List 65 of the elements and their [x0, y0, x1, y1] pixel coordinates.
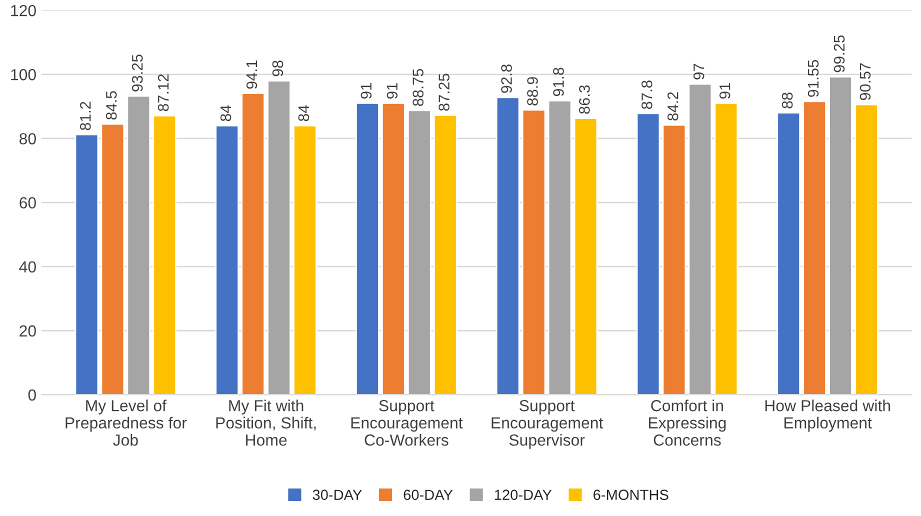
bar	[100, 123, 125, 395]
y-tick-label: 20	[20, 325, 36, 337]
bar	[496, 96, 520, 395]
x-tick-label: How Pleased with Employment	[765, 400, 890, 432]
x-tick-label: Support Encouragement Co-Workers	[351, 400, 463, 446]
data-label: 92.8	[501, 64, 512, 93]
data-label: 99.25	[834, 35, 845, 72]
data-label: 81.2	[80, 102, 91, 130]
bar	[802, 100, 827, 395]
legend-label: 30-DAY	[312, 490, 362, 500]
y-tick-label: 40	[19, 261, 36, 273]
bar	[215, 124, 240, 395]
bar	[382, 102, 406, 395]
data-label: 91.55	[808, 60, 819, 97]
bar	[74, 134, 99, 395]
bar	[267, 80, 291, 395]
legend-label: 60-DAY	[404, 490, 453, 500]
bar	[407, 110, 432, 395]
bar	[356, 102, 380, 395]
y-tick-label: 60	[20, 197, 36, 208]
data-label: 94.1	[246, 60, 258, 89]
x-tick-label: My Fit with Position, Shift, Home	[216, 400, 316, 446]
bar	[241, 92, 265, 395]
data-label: 88.75	[412, 68, 424, 106]
data-label: 87.12	[158, 74, 169, 112]
bar	[433, 114, 458, 395]
data-label: 91	[386, 83, 398, 99]
data-label: 91.8	[553, 68, 564, 96]
bar	[126, 95, 151, 395]
data-label: 98	[272, 60, 284, 76]
bar	[574, 118, 598, 395]
bar	[293, 124, 317, 395]
bar	[548, 100, 572, 395]
data-label: 84	[220, 105, 232, 122]
data-label: 91	[360, 83, 372, 99]
y-tick-label: 120	[11, 4, 36, 16]
data-label: 87.8	[642, 80, 652, 109]
data-label: 97	[693, 64, 704, 80]
bar	[854, 104, 878, 395]
x-tick-label: Support Encouragement Supervisor	[492, 400, 604, 449]
data-label: 84	[298, 105, 310, 122]
y-tick-label: 100	[11, 69, 36, 80]
data-label: 86.3	[579, 85, 590, 114]
data-label: 87.25	[438, 74, 450, 111]
y-tick-label: 80	[20, 133, 36, 144]
legend-label: 120-DAY	[494, 490, 552, 500]
data-label: 88	[782, 92, 793, 108]
data-label: 93.25	[132, 54, 143, 92]
data-label: 84.2	[667, 92, 678, 120]
bar	[776, 112, 801, 395]
bar	[688, 83, 712, 395]
legend-label: 6-MONTHS	[594, 490, 668, 500]
y-tick-label: 0	[28, 389, 36, 401]
bar	[522, 109, 546, 395]
bar	[636, 112, 660, 395]
data-label: 88.9	[527, 77, 538, 106]
x-tick-label: Comfort in Expressing Concerns	[648, 400, 726, 446]
data-label: 84.5	[106, 91, 117, 120]
bar	[828, 76, 852, 395]
bar	[152, 114, 177, 395]
bar	[714, 102, 738, 395]
data-label: 90.57	[860, 63, 871, 100]
data-label: 91	[719, 83, 730, 99]
bar	[662, 124, 686, 395]
x-tick-label: My Level of Preparedness for Job	[66, 400, 187, 446]
